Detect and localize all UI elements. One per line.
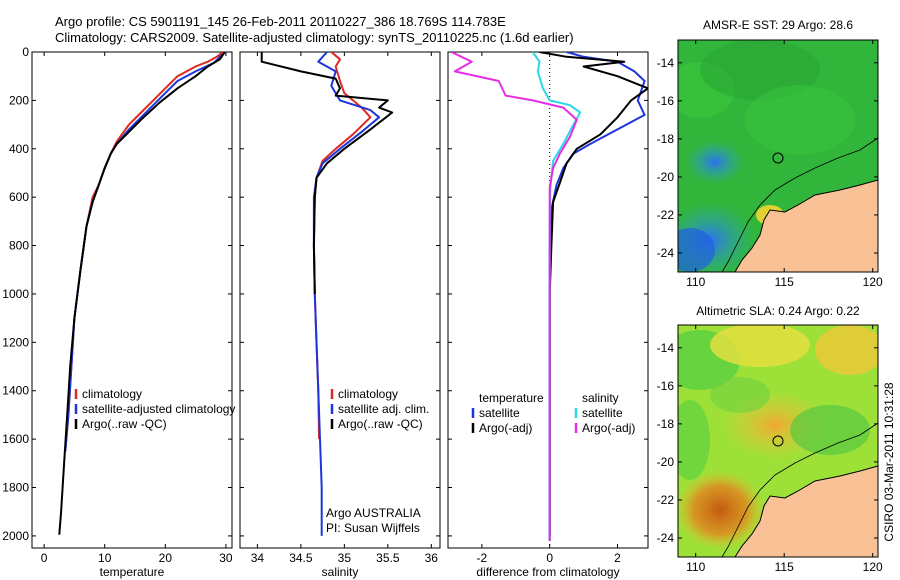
temperature-series-argo <box>58 52 226 535</box>
legend-entry: temperature <box>479 391 544 405</box>
warm-core-eddy <box>678 470 765 550</box>
y-tick-label: 1400 <box>2 384 29 398</box>
float-annotation: PI: Susan Wijffels <box>326 521 420 535</box>
map-y-tick-label: -14 <box>657 341 675 355</box>
x-tick-label: 2 <box>614 551 621 565</box>
y-tick-label: 1200 <box>2 335 29 349</box>
land-mass <box>735 180 878 272</box>
x-tick-label: 0 <box>41 551 48 565</box>
salinity-panel: 34 34.5 35 35.5 36 salinity climatologysatelli… <box>239 51 441 579</box>
legend-entry: Argo(..raw -QC) <box>338 417 423 431</box>
shelf-contour <box>721 137 878 272</box>
map-x-tick-label: 115 <box>775 275 794 289</box>
map-y-tick-label: -22 <box>657 493 675 507</box>
difference-series-satellite <box>548 52 646 536</box>
salinity-series-argo <box>260 52 394 295</box>
y-tick-label: 0 <box>22 45 29 59</box>
map-y-tick-label: -16 <box>657 379 675 393</box>
temperature-xlabel: temperature <box>100 565 165 579</box>
map-y-tick-label: -16 <box>657 94 675 108</box>
x-tick-label: 0 <box>546 551 553 565</box>
map-x-tick-label: 115 <box>775 560 794 574</box>
argo-location-marker <box>772 435 784 447</box>
float-annotation: Argo AUSTRALIA <box>326 506 421 520</box>
x-tick-label: -2 <box>477 551 488 565</box>
argo-location-marker <box>772 152 784 164</box>
map-x-tick-label: 110 <box>686 275 705 289</box>
sla-map-title: Altimetric SLA: 0.24 Argo: 0.22 <box>696 304 860 318</box>
difference-axes-frame <box>447 51 649 549</box>
x-tick-label: 35 <box>338 551 352 565</box>
sst-map: AMSR-E SST: 29 Argo: 28.6 110 115 120 -14 -1… <box>657 18 883 289</box>
map-y-tick-label: -24 <box>657 246 675 260</box>
legend-entry: salinity <box>582 391 619 405</box>
legend-entry: climatology <box>338 387 398 401</box>
salinity-series-climatology <box>312 52 372 440</box>
legend-entry: satellite adj. clim. <box>338 402 429 416</box>
salinity-xlabel: salinity <box>322 565 359 579</box>
y-tick-label: 2000 <box>2 529 29 543</box>
figure-title-line1: Argo profile: CS 5901191_145 26-Feb-2011… <box>55 14 506 29</box>
difference-series-argo_adj_sal <box>450 52 578 541</box>
y-tick-label: 1600 <box>2 432 29 446</box>
map-x-tick-label: 120 <box>863 275 883 289</box>
legend-entry: satellite-adjusted climatology <box>82 402 235 416</box>
map-y-tick-label: -20 <box>657 170 675 184</box>
y-tick-label: 200 <box>9 93 29 107</box>
temperature-panel: 0 10 20 30 temperature 0 200 400 600 800 1000 1200 1… <box>2 45 235 579</box>
x-tick-label: 20 <box>159 551 173 565</box>
legend-entry: climatology <box>82 387 142 401</box>
y-tick-label: 800 <box>9 239 29 253</box>
cool-eddy <box>685 140 745 184</box>
salinity-series-satellite <box>312 52 381 536</box>
y-tick-label: 400 <box>9 142 29 156</box>
legend-entry: Argo(..raw -QC) <box>82 417 167 431</box>
y-tick-label: 1000 <box>2 287 29 301</box>
x-tick-label: 36 <box>425 551 439 565</box>
sla-map: Altimetric SLA: 0.24 Argo: 0.22 110 115 12… <box>657 304 883 574</box>
difference-series-argo <box>539 52 648 541</box>
map-y-tick-label: -22 <box>657 208 675 222</box>
timestamp-label: CSIRO 03-Mar-2011 10:31:28 <box>882 382 896 542</box>
map-x-tick-label: 110 <box>686 560 705 574</box>
x-tick-label: 34 <box>251 551 265 565</box>
temperature-axes-frame <box>31 51 233 549</box>
profile-panels: 0 10 20 30temperature0200400600800100012001… <box>2 45 649 579</box>
legend-entry: satellite <box>582 406 623 420</box>
x-tick-label: 10 <box>98 551 112 565</box>
y-tick-label: 1800 <box>2 481 29 495</box>
map-panels: AMSR-E SST: 29 Argo: 28.6 110 115 120 -14 -1… <box>657 18 883 574</box>
x-tick-label: 35.5 <box>376 551 400 565</box>
map-y-tick-label: -18 <box>657 132 675 146</box>
sst-map-title: AMSR-E SST: 29 Argo: 28.6 <box>703 18 853 32</box>
legend-entry: satellite <box>479 406 520 420</box>
salinity-axes-frame <box>239 51 441 549</box>
y-tick-label: 600 <box>9 190 29 204</box>
figure-title-line2: Climatology: CARS2009. Satellite-adjuste… <box>55 30 574 45</box>
legend-entry: Argo(-adj) <box>479 421 532 435</box>
difference-series-satellite_sal <box>531 52 582 541</box>
map-x-tick-label: 120 <box>863 560 883 574</box>
map-y-tick-label: -20 <box>657 455 675 469</box>
x-tick-label: 30 <box>219 551 233 565</box>
x-tick-label: 34.5 <box>289 551 313 565</box>
map-y-tick-label: -24 <box>657 531 675 545</box>
difference-xlabel: difference from climatology <box>476 565 619 579</box>
map-y-tick-label: -18 <box>657 417 675 431</box>
map-y-tick-label: -14 <box>657 56 675 70</box>
legend-entry: Argo(-adj) <box>582 421 635 435</box>
